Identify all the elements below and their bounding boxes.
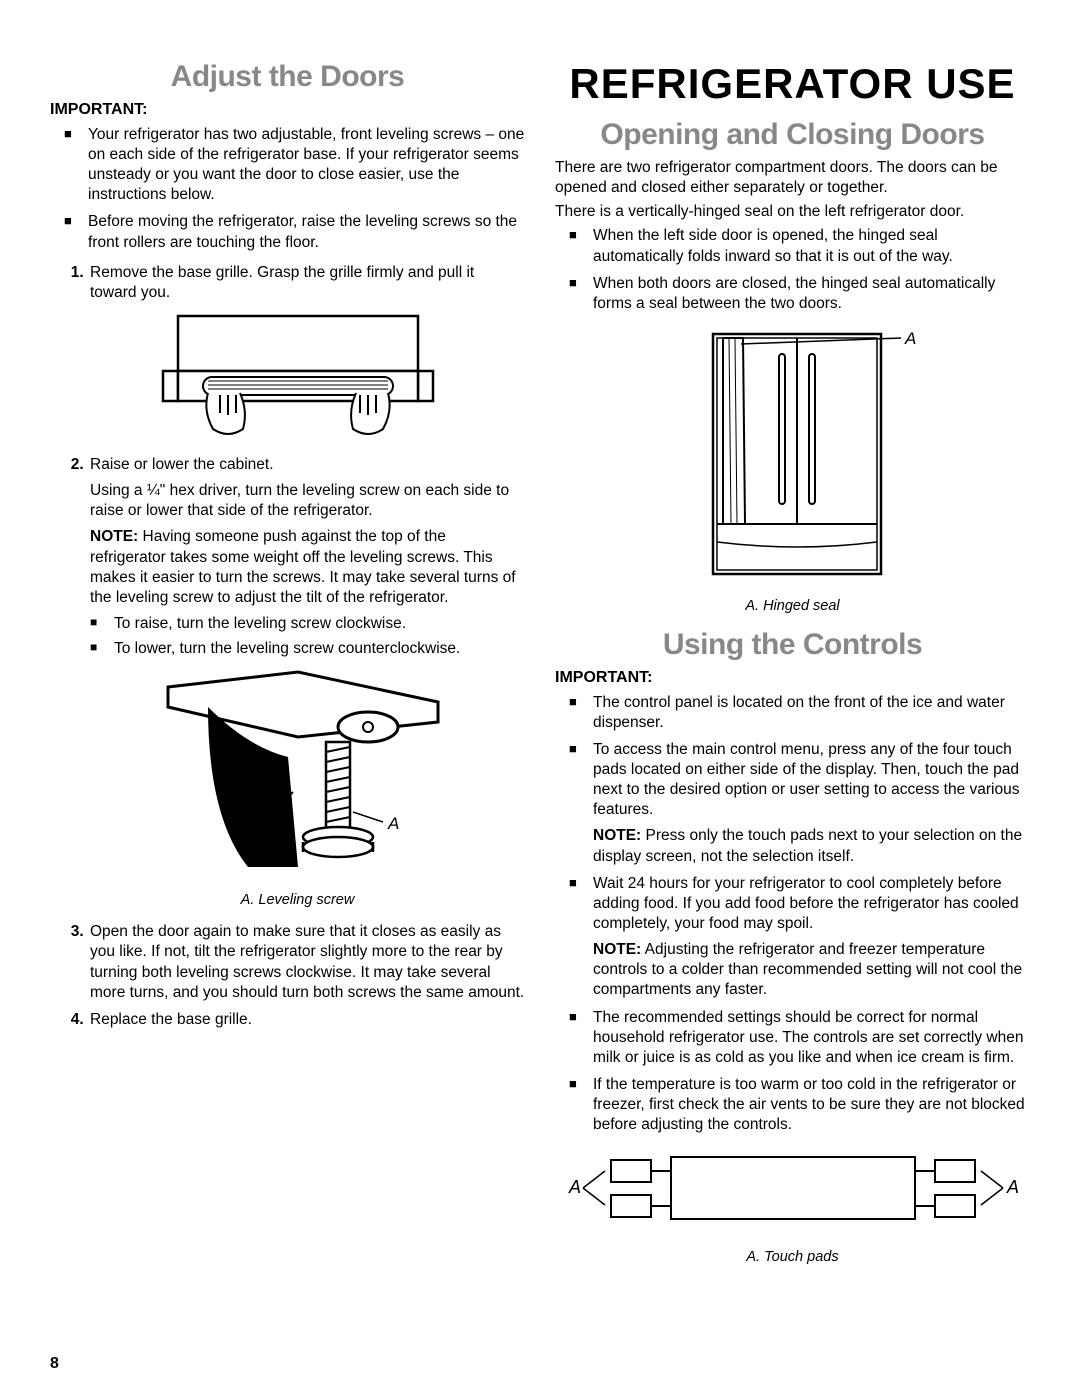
bullet-item: To access the main control menu, press a… xyxy=(555,740,1030,867)
touch-pads-illustration: A A xyxy=(563,1145,1023,1235)
adjust-doors-bullets: Your refrigerator has two adjustable, fr… xyxy=(50,125,525,253)
bullet-item: When both doors are closed, the hinged s… xyxy=(555,274,1030,314)
sec2-bullets: The control panel is located on the fron… xyxy=(555,693,1030,1136)
sec2-note1: NOTE: Press only the touch pads next to … xyxy=(593,826,1030,866)
note-label: NOTE: xyxy=(593,941,641,958)
left-column: Adjust the Doors IMPORTANT: Your refrige… xyxy=(50,60,525,1279)
sec1-p1: There are two refrigerator compartment d… xyxy=(555,158,1030,198)
bullet-item: Your refrigerator has two adjustable, fr… xyxy=(50,125,525,206)
bullet-item: Wait 24 hours for your refrigerator to c… xyxy=(555,874,1030,1001)
leveling-screw-illustration: A xyxy=(148,667,448,877)
bullet-text: Wait 24 hours for your refrigerator to c… xyxy=(593,875,1019,932)
step-text: Raise or lower the cabinet. xyxy=(90,456,274,473)
refrigerator-use-title: REFRIGERATOR USE xyxy=(555,60,1030,108)
hinged-seal-illustration: A xyxy=(653,324,933,584)
bullet-item: The control panel is located on the fron… xyxy=(555,693,1030,733)
label-a: A xyxy=(904,329,916,348)
adjust-doors-steps: Remove the base grille. Grasp the grille… xyxy=(50,263,525,1030)
label-a-left: A xyxy=(568,1177,581,1197)
step-3: Open the door again to make sure that it… xyxy=(88,922,525,1003)
step-2: Raise or lower the cabinet. Using a ¼" h… xyxy=(88,455,525,910)
label-a: A xyxy=(387,814,399,833)
leveling-screw-figure: A xyxy=(70,667,525,883)
note-text: Adjusting the refrigerator and freezer t… xyxy=(593,941,1022,998)
page-content: Adjust the Doors IMPORTANT: Your refrige… xyxy=(0,0,1080,1329)
step2-bullets: To raise, turn the leveling screw clockw… xyxy=(90,614,525,659)
note-text: Having someone push against the top of t… xyxy=(90,528,516,605)
bullet-item: The recommended settings should be corre… xyxy=(555,1008,1030,1068)
grille-illustration xyxy=(148,311,448,441)
bullet-text: To access the main control menu, press a… xyxy=(593,741,1020,818)
note-text: Press only the touch pads next to your s… xyxy=(593,827,1022,864)
hinged-seal-caption: A. Hinged seal xyxy=(555,597,1030,616)
sec1-p2: There is a vertically-hinged seal on the… xyxy=(555,202,1030,222)
bullet-item: If the temperature is too warm or too co… xyxy=(555,1075,1030,1135)
bullet-item: To raise, turn the leveling screw clockw… xyxy=(90,614,525,634)
step2-note: NOTE: Having someone push against the to… xyxy=(90,527,525,608)
note-label: NOTE: xyxy=(90,528,138,545)
important-label: IMPORTANT: xyxy=(50,100,525,121)
touch-pads-caption: A. Touch pads xyxy=(555,1248,1030,1267)
opening-closing-title: Opening and Closing Doors xyxy=(555,118,1030,152)
leveling-screw-caption: A. Leveling screw xyxy=(70,891,525,910)
step-text: Remove the base grille. Grasp the grille… xyxy=(90,264,474,301)
touch-pads-figure: A A xyxy=(555,1145,1030,1240)
important-label-2: IMPORTANT: xyxy=(555,668,1030,689)
sec1-bullets: When the left side door is opened, the h… xyxy=(555,226,1030,314)
bullet-item: When the left side door is opened, the h… xyxy=(555,226,1030,266)
hinged-seal-figure: A xyxy=(555,324,1030,589)
bullet-item: To lower, turn the leveling screw counte… xyxy=(90,639,525,659)
right-column: REFRIGERATOR USE Opening and Closing Doo… xyxy=(555,60,1030,1279)
step2-p1: Using a ¼" hex driver, turn the leveling… xyxy=(90,481,525,521)
note-label: NOTE: xyxy=(593,827,641,844)
sec2-note2: NOTE: Adjusting the refrigerator and fre… xyxy=(593,940,1030,1000)
using-controls-title: Using the Controls xyxy=(555,628,1030,662)
label-a-right: A xyxy=(1006,1177,1019,1197)
page: Adjust the Doors IMPORTANT: Your refrige… xyxy=(0,0,1080,1397)
step-4: Replace the base grille. xyxy=(88,1010,525,1030)
adjust-doors-title: Adjust the Doors xyxy=(50,60,525,94)
page-number: 8 xyxy=(50,1355,59,1373)
step-1: Remove the base grille. Grasp the grille… xyxy=(88,263,525,447)
grille-figure xyxy=(70,311,525,447)
bullet-item: Before moving the refrigerator, raise th… xyxy=(50,212,525,252)
